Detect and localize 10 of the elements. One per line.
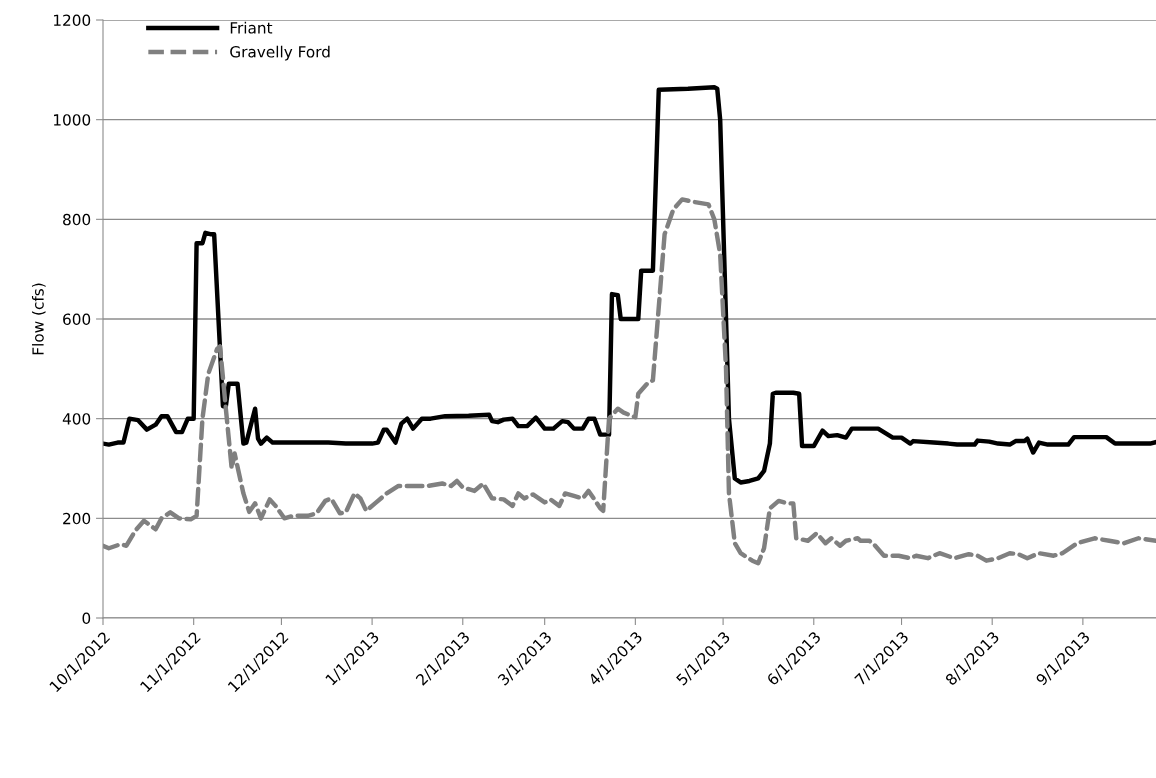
y-tick-label: 600 xyxy=(63,313,91,326)
legend-label: Gravelly Ford xyxy=(230,45,330,61)
y-axis-title: Flow (cfs) xyxy=(31,283,46,355)
y-tick-label: 1000 xyxy=(53,114,91,126)
y-tick-label: 1200 xyxy=(53,14,91,27)
y-tick-label: 0 xyxy=(82,612,91,625)
y-tick-label: 400 xyxy=(62,413,91,425)
y-tick-label: 200 xyxy=(63,512,91,525)
legend-label: Friant xyxy=(230,21,273,34)
y-tick-label: 800 xyxy=(63,213,91,226)
